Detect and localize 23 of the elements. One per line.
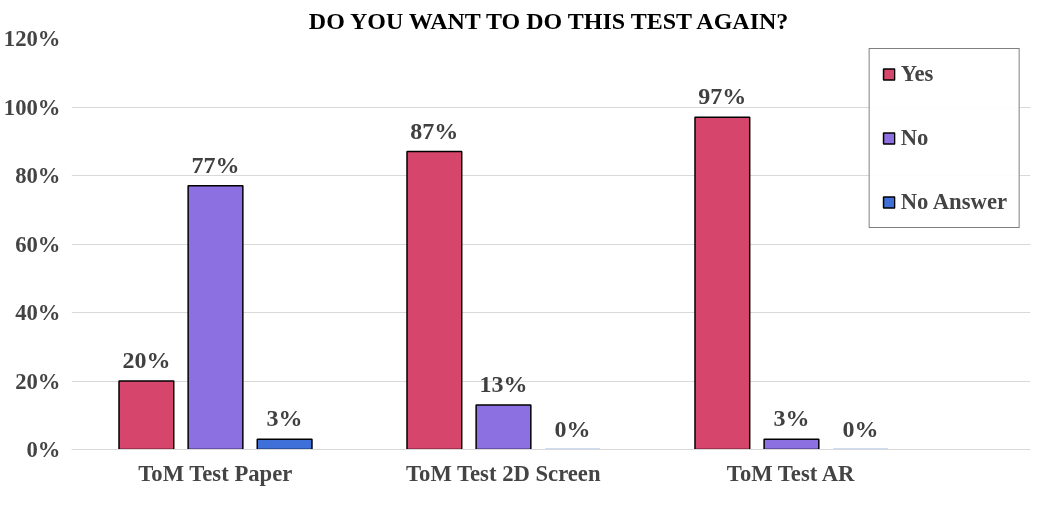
y-tick-label: 40% xyxy=(15,300,61,325)
data-label: 77% xyxy=(191,151,240,178)
y-tick-label: 80% xyxy=(15,163,61,188)
data-label: 0% xyxy=(554,415,591,442)
legend-label: Yes xyxy=(900,61,934,87)
data-label: 20% xyxy=(122,347,171,373)
y-tick-label: 100% xyxy=(3,94,61,120)
data-label: 0% xyxy=(842,415,879,442)
data-label: 87% xyxy=(410,117,459,144)
x-tick-label: ToM Test Paper xyxy=(138,460,293,486)
legend-label: No xyxy=(900,125,929,151)
data-label: 3% xyxy=(266,405,303,432)
y-tick-label: 20% xyxy=(15,368,61,394)
data-label: 13% xyxy=(479,370,528,397)
y-tick-label: 60% xyxy=(15,231,61,257)
data-label: 3% xyxy=(773,405,810,432)
y-tick-label: 0% xyxy=(26,437,61,462)
x-tick-label: ToM Test AR xyxy=(726,460,856,486)
chart-title: DO YOU WANT TO DO THIS TEST AGAIN? xyxy=(308,7,789,34)
data-label: 97% xyxy=(698,83,747,110)
legend-label: No Answer xyxy=(900,189,1007,215)
x-tick-label: ToM Test 2D Screen xyxy=(406,460,601,486)
y-tick-label: 120% xyxy=(3,26,61,51)
